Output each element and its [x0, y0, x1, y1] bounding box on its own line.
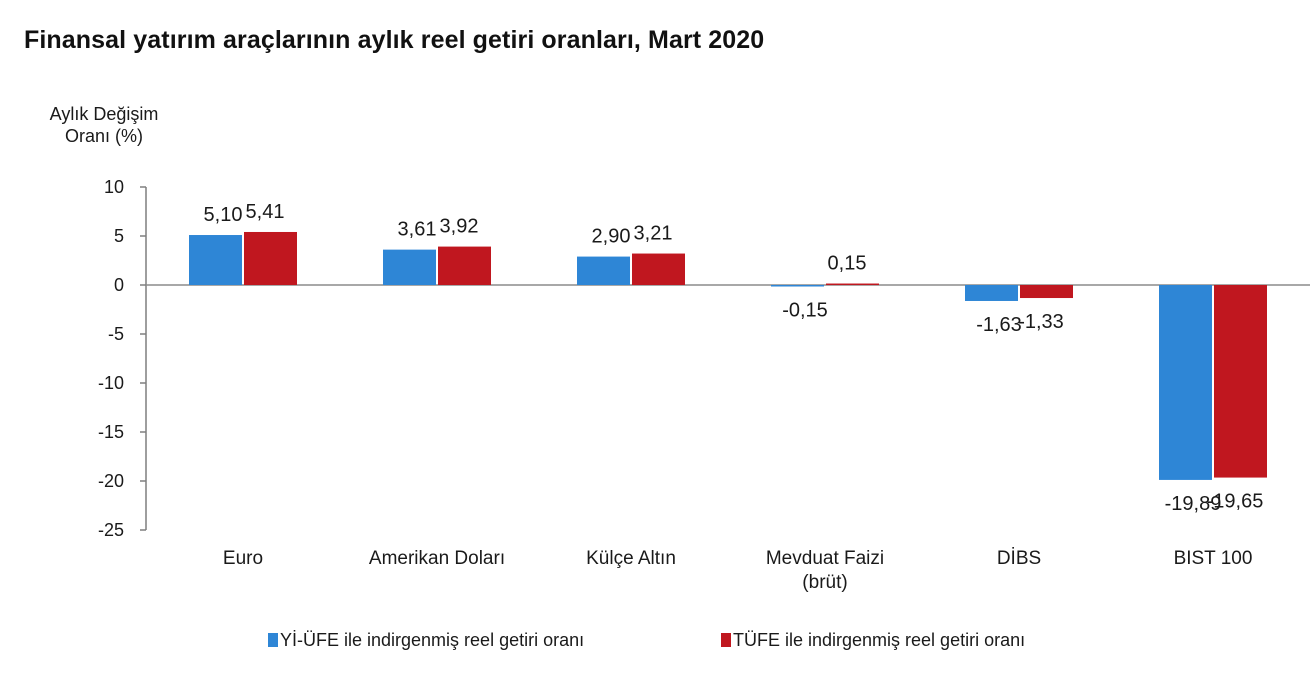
bar	[1159, 285, 1212, 480]
bar	[438, 246, 491, 285]
data-label: -1,63	[976, 314, 1022, 336]
data-label: -0,15	[782, 299, 828, 321]
legend-swatch	[268, 633, 278, 647]
category-label: (brüt)	[802, 572, 847, 593]
y-tick-label: 0	[114, 275, 124, 295]
bar	[1020, 285, 1073, 299]
y-tick-label: -15	[98, 422, 124, 442]
y-axis-label: Oranı (%)	[65, 126, 143, 146]
bar	[1214, 285, 1267, 478]
bar	[189, 235, 242, 285]
category-label: Euro	[223, 548, 263, 569]
category-label: Mevduat Faizi	[766, 548, 884, 569]
bar	[577, 256, 630, 285]
data-label: -19,65	[1207, 491, 1264, 513]
data-label: 3,92	[440, 216, 479, 238]
y-tick-label: -10	[98, 373, 124, 393]
bar	[965, 285, 1018, 301]
y-tick-label: 10	[104, 177, 124, 197]
data-label: 5,10	[204, 204, 243, 226]
y-tick-label: -20	[98, 471, 124, 491]
data-label: -19,89	[1165, 493, 1222, 515]
legend-label: Yİ-ÜFE ile indirgenmiş reel getiri oranı	[280, 630, 584, 650]
y-tick-label: -5	[108, 324, 124, 344]
category-label: BIST 100	[1174, 548, 1253, 569]
legend-swatch	[721, 633, 731, 647]
category-label: Amerikan Doları	[369, 548, 505, 569]
bar	[632, 253, 685, 285]
bar	[826, 283, 879, 286]
data-label: 2,90	[592, 226, 631, 248]
y-axis-label: Aylık Değişim	[50, 104, 159, 124]
chart-title: Finansal yatırım araçlarının aylık reel …	[24, 26, 765, 54]
data-label: 3,21	[634, 223, 673, 245]
category-label: DİBS	[997, 548, 1041, 569]
bar	[771, 285, 824, 287]
category-label: Külçe Altın	[586, 548, 676, 569]
y-tick-label: -25	[98, 520, 124, 540]
legend-label: TÜFE ile indirgenmiş reel getiri oranı	[733, 630, 1025, 650]
bar	[244, 231, 297, 285]
data-label: 5,41	[246, 201, 285, 223]
data-label: 0,15	[828, 253, 867, 275]
data-label: -1,33	[1018, 311, 1064, 333]
y-tick-label: 5	[114, 226, 124, 246]
data-label: 3,61	[398, 219, 437, 241]
bar	[383, 249, 436, 285]
